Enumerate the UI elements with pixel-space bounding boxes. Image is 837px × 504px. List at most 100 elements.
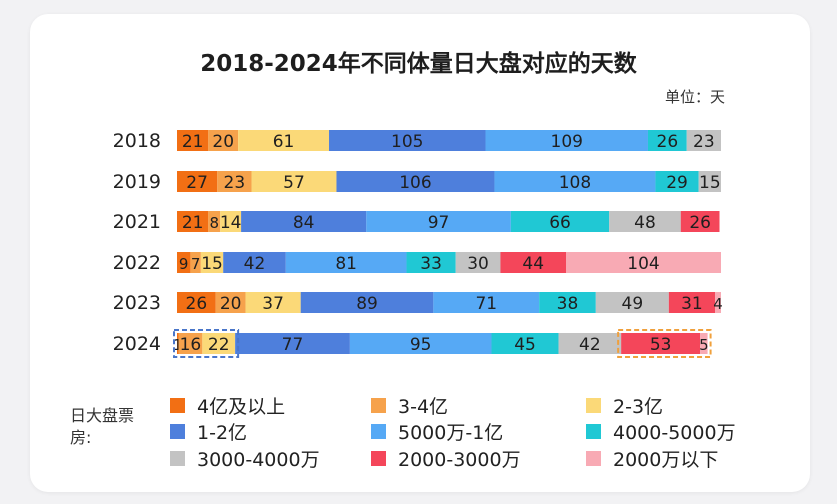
data-label-2022-4: 81 xyxy=(335,254,357,274)
category-label-2022: 2022 xyxy=(113,252,161,274)
data-label-2023-1: 20 xyxy=(220,294,242,314)
chart-title: 2018-2024年不同体量日大盘对应的天数 xyxy=(200,51,637,77)
legend-swatch xyxy=(170,398,185,413)
bar-segment-2018-5 xyxy=(647,130,687,151)
data-label-2024-2: 22 xyxy=(208,335,230,355)
data-label-2021-6: 48 xyxy=(634,213,656,233)
bar-segment-2019-6 xyxy=(698,171,721,192)
legend-item-1: 3-4亿 xyxy=(371,392,448,419)
legend-item-0: 4亿及以上 xyxy=(170,392,285,419)
data-label-2022-8: 104 xyxy=(627,254,659,274)
legend-label: 3000-4000万 xyxy=(197,449,320,471)
bar-segment-2023-8 xyxy=(715,292,721,313)
data-label-2018-1: 20 xyxy=(212,132,234,152)
bar-segment-2024-1 xyxy=(178,333,203,354)
legend-item-4: 5000万-1亿 xyxy=(371,418,503,445)
data-label-2022-2: 15 xyxy=(201,254,223,274)
bar-segment-2024-2 xyxy=(202,333,236,354)
bar-segment-2023-3 xyxy=(300,292,434,313)
data-label-2024-7: 53 xyxy=(650,335,672,355)
legend-swatch xyxy=(586,424,601,439)
data-label-2021-0: 21 xyxy=(182,213,204,233)
data-label-2021-5: 66 xyxy=(549,213,571,233)
legend-label: 2-3亿 xyxy=(613,396,664,418)
bar-segment-2024-8 xyxy=(700,333,708,354)
bar-segment-2023-6 xyxy=(595,292,669,313)
data-label-2024-1: 16 xyxy=(180,335,202,355)
data-label-2021-7: 26 xyxy=(689,213,711,233)
bar-segment-2018-2 xyxy=(238,130,330,151)
data-label-2018-2: 61 xyxy=(273,132,295,152)
bar-segment-2022-6 xyxy=(455,252,501,273)
bar-segment-2019-2 xyxy=(251,171,337,192)
legend-swatch xyxy=(170,424,185,439)
data-label-2023-6: 49 xyxy=(622,294,644,314)
bar-segment-2024-4 xyxy=(349,333,492,354)
bar-segment-2021-7 xyxy=(680,211,720,232)
bar-segment-2021-0 xyxy=(177,211,209,232)
legend-label: 3-4亿 xyxy=(398,396,449,418)
bar-segment-2021-4 xyxy=(366,211,511,232)
data-label-2021-3: 84 xyxy=(293,213,315,233)
bar-segment-2019-5 xyxy=(655,171,699,192)
data-label-2018-4: 109 xyxy=(551,132,583,152)
bar-segment-2018-4 xyxy=(485,130,648,151)
bar-segment-2024-6 xyxy=(558,333,622,354)
legend-swatch xyxy=(371,451,386,466)
bar-segment-2023-7 xyxy=(668,292,716,313)
data-label-2024-3: 77 xyxy=(282,335,304,355)
bar-segment-2022-2 xyxy=(200,252,224,273)
data-label-2019-5: 29 xyxy=(666,173,688,193)
data-label-2023-3: 89 xyxy=(356,294,378,314)
bar-segment-2021-2 xyxy=(220,211,242,232)
data-label-2019-2: 57 xyxy=(283,173,305,193)
legend-swatch xyxy=(586,398,601,413)
bar-segment-2022-0 xyxy=(177,252,191,273)
bar-segment-2019-3 xyxy=(336,171,495,192)
bar-segment-2023-0 xyxy=(177,292,216,313)
legend-label: 2000万以下 xyxy=(613,449,719,471)
bar-segment-2021-1 xyxy=(208,211,221,232)
legend-label: 1-2亿 xyxy=(197,422,248,444)
bar-segment-2018-1 xyxy=(208,130,239,151)
bar-segment-2022-7 xyxy=(500,252,566,273)
legend-item-3: 1-2亿 xyxy=(170,418,247,445)
legend-swatch xyxy=(371,424,386,439)
data-label-2018-5: 26 xyxy=(657,132,679,152)
bar-segment-2024-0 xyxy=(177,333,179,354)
data-label-2022-1: 7 xyxy=(191,255,201,273)
data-label-2022-3: 42 xyxy=(244,254,266,274)
bar-segment-2021-6 xyxy=(609,211,681,232)
bar-segment-2022-4 xyxy=(285,252,407,273)
legend-swatch xyxy=(170,451,185,466)
data-label-2023-7: 31 xyxy=(681,294,703,314)
data-label-2024-8: 5 xyxy=(699,336,709,354)
legend-item-8: 2000万以下 xyxy=(586,445,718,472)
data-label-2019-3: 106 xyxy=(399,173,431,193)
legend-item-5: 4000-5000万 xyxy=(586,418,736,445)
legend-label: 5000万-1亿 xyxy=(398,422,504,444)
legend-title: 日大盘票房: xyxy=(70,406,135,447)
category-label-2023: 2023 xyxy=(113,292,161,314)
data-label-2018-6: 23 xyxy=(693,132,715,152)
data-label-2023-5: 38 xyxy=(557,294,579,314)
data-label-2021-2: 14 xyxy=(220,213,242,233)
bar-segment-2019-0 xyxy=(177,171,218,192)
bar-segment-2024-5 xyxy=(491,333,559,354)
bar-segment-2023-2 xyxy=(245,292,301,313)
data-label-2019-6: 15 xyxy=(699,173,721,193)
bar-segment-2019-1 xyxy=(217,171,252,192)
data-label-2024-5: 45 xyxy=(514,335,536,355)
data-label-2019-0: 27 xyxy=(186,173,208,193)
highlight-box-0 xyxy=(173,329,240,358)
unit-label: 单位：天 xyxy=(665,88,726,106)
data-label-2023-4: 71 xyxy=(475,294,497,314)
data-label-2021-1: 8 xyxy=(209,214,219,232)
category-label-2018: 2018 xyxy=(113,130,161,152)
data-label-2019-1: 23 xyxy=(224,173,246,193)
data-label-2022-6: 30 xyxy=(467,254,489,274)
category-label-2021: 2021 xyxy=(113,211,161,233)
legend-label: 4亿及以上 xyxy=(197,396,286,418)
data-label-2022-0: 9 xyxy=(179,255,189,273)
legend-swatch xyxy=(586,451,601,466)
